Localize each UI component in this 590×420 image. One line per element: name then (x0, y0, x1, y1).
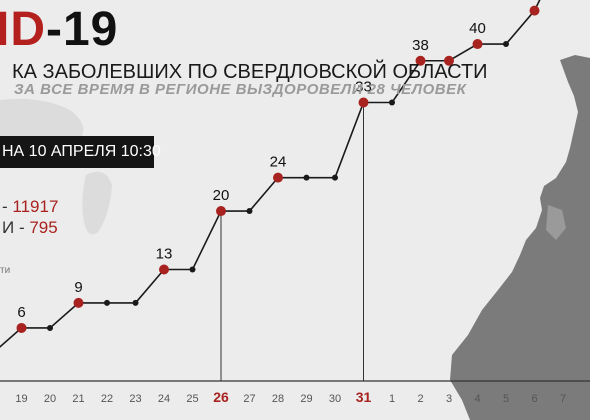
data-point-27 (246, 208, 253, 215)
x-tick-26: 26 (213, 389, 229, 405)
data-point-20 (47, 324, 53, 331)
data-point-22 (104, 299, 110, 306)
data-point-3 (444, 55, 454, 66)
data-point-26 (216, 206, 226, 217)
x-tick-21: 21 (72, 393, 84, 405)
x-tick-19: 19 (15, 393, 27, 405)
data-point-21 (73, 297, 84, 308)
data-point-4 (472, 39, 483, 50)
x-tick-23: 23 (129, 393, 141, 405)
map-inner-light (546, 205, 566, 240)
data-point-1 (389, 99, 395, 106)
x-tick-1: 1 (389, 393, 395, 405)
x-tick-22: 22 (101, 393, 113, 405)
point-label-24: 13 (156, 246, 173, 263)
point-label-19: 6 (17, 304, 25, 321)
point-label-31: 33 (355, 79, 372, 96)
stat-total: - 11917 (2, 197, 59, 216)
date-badge: НА 10 АПРЕЛЯ 10:30 (0, 136, 161, 168)
x-tick-5: 5 (503, 393, 509, 405)
x-tick-2: 2 (417, 393, 423, 405)
data-point-5 (503, 41, 509, 48)
x-tick-20: 20 (44, 393, 56, 405)
point-label-28: 24 (270, 154, 287, 171)
series-line (0, 0, 541, 348)
stat-second: И - 795 (2, 218, 58, 237)
chart-subtitle: КА ЗАБОЛЕВШИХ ПО СВЕРДЛОВСКОЙ ОБЛАСТИ (12, 61, 488, 83)
data-point-29 (303, 174, 310, 181)
x-tick-29: 29 (300, 393, 312, 405)
point-label-2: 38 (412, 37, 429, 54)
data-point-2 (415, 55, 426, 66)
x-tick-4: 4 (474, 393, 480, 405)
x-tick-3: 3 (446, 393, 452, 405)
x-tick-30: 30 (329, 393, 341, 405)
x-tick-24: 24 (158, 393, 170, 405)
point-label-21: 9 (74, 279, 82, 296)
data-point-25 (189, 266, 196, 273)
stat-fragment: ти (0, 265, 11, 276)
data-point-6 (529, 5, 540, 16)
recovered-note: ЗА ВСЕ ВРЕМЯ В РЕГИОНЕ ВЫЗДОРОВЕЛИ 28 ЧЕ… (14, 81, 467, 98)
sverdlovsk-region-map (450, 55, 590, 420)
data-point-31 (358, 97, 369, 108)
data-point-24 (159, 264, 169, 275)
data-point-30 (332, 174, 338, 181)
x-tick-27: 27 (243, 393, 255, 405)
data-point-28 (273, 172, 283, 183)
data-point-23 (132, 299, 139, 306)
x-tick-28: 28 (272, 393, 284, 405)
x-tick-31: 31 (356, 389, 372, 405)
x-tick-6: 6 (531, 393, 537, 405)
data-point-19 (16, 322, 27, 333)
point-label-26: 20 (213, 187, 230, 204)
x-tick-25: 25 (186, 393, 198, 405)
point-label-4: 40 (469, 20, 486, 37)
x-tick-7: 7 (560, 393, 566, 405)
page-title: ID-19 (0, 3, 119, 56)
point-label-6: 44 (526, 0, 543, 4)
